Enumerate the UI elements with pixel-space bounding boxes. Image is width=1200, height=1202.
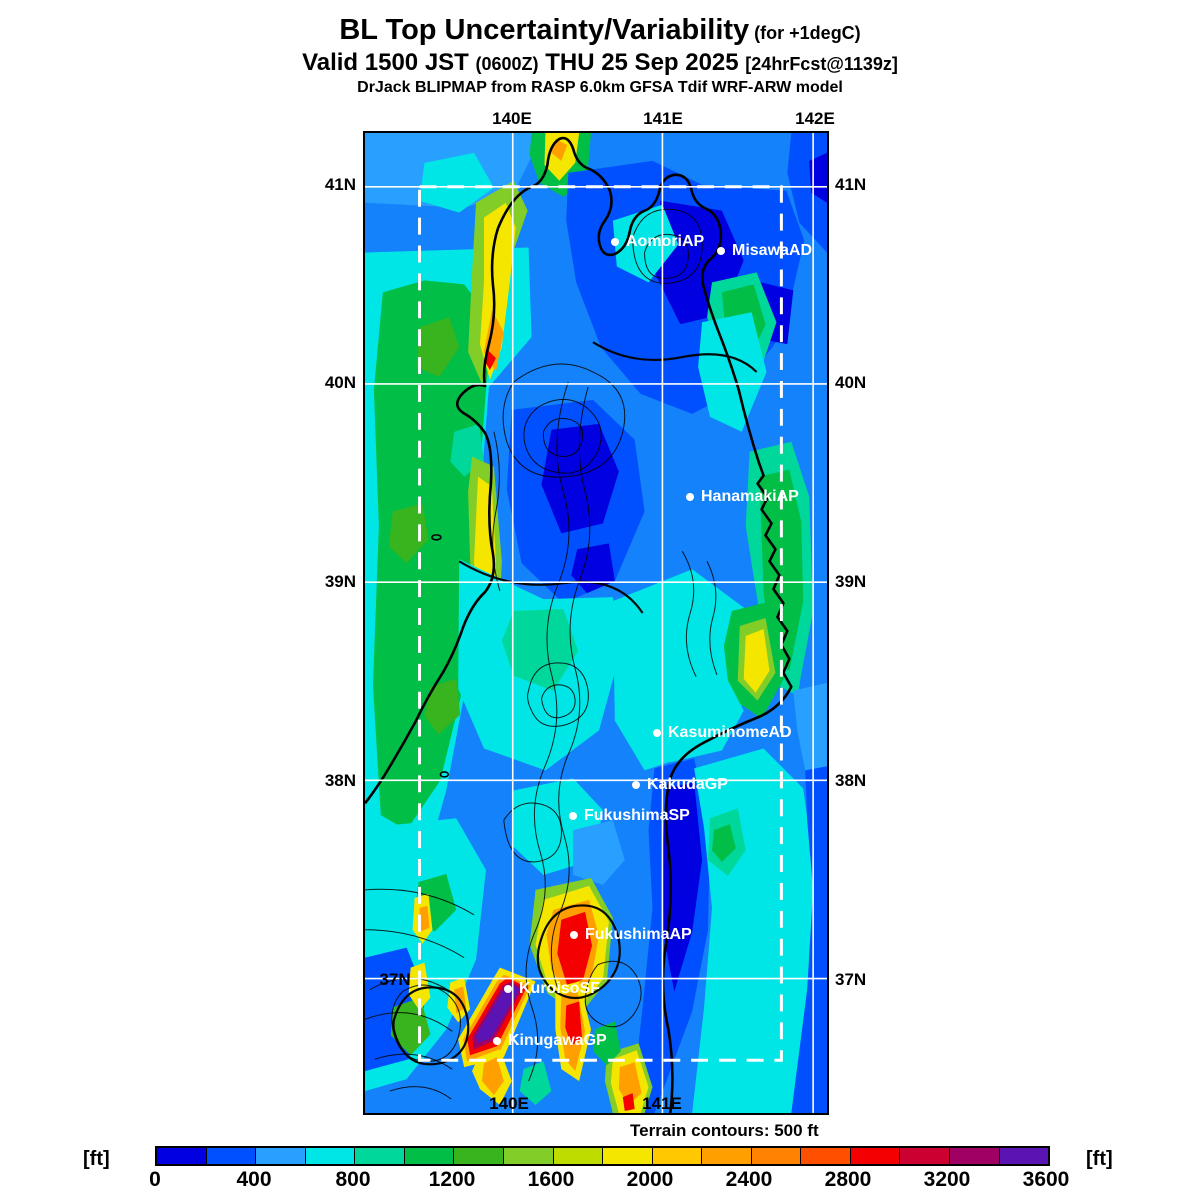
colorbar-segment-9 xyxy=(602,1148,652,1164)
colorbar-segment-6 xyxy=(453,1148,503,1164)
header: BL Top Uncertainty/Variability (for +1de… xyxy=(0,14,1200,97)
lat-left-41N: 41N xyxy=(324,175,356,194)
colorbar-tick-800: 800 xyxy=(335,1168,371,1191)
colorbar-tick-2800: 2800 xyxy=(824,1168,872,1191)
colorbar-segment-16 xyxy=(949,1148,999,1164)
lon-top-141E: 141E xyxy=(643,109,683,128)
colorbar-segment-11 xyxy=(701,1148,751,1164)
lat-right-39N: 39N xyxy=(835,572,867,591)
colorbar-segment-8 xyxy=(552,1148,603,1164)
colorbar xyxy=(155,1146,1050,1166)
colorbar-ticks: 0 400 800 1200 1600 2000 2400 2800 3200 3600 xyxy=(149,1168,1069,1192)
colorbar-segment-15 xyxy=(899,1148,949,1164)
model-line: DrJack BLIPMAP from RASP 6.0km GFSA Tdif… xyxy=(357,79,843,96)
lat-right-40N: 40N xyxy=(835,373,867,392)
colorbar-tick-2000: 2000 xyxy=(626,1168,674,1191)
model-domain-box xyxy=(418,185,783,1062)
colorbar-tick-2400: 2400 xyxy=(725,1168,773,1191)
colorbar-tick-400: 400 xyxy=(236,1168,272,1191)
colorbar-segment-0 xyxy=(157,1148,206,1164)
valid-date: THU 25 Sep 2025 xyxy=(538,49,746,76)
colorbar-segment-1 xyxy=(205,1148,256,1164)
valid-utc: (0600Z) xyxy=(475,54,539,74)
colorbar-segment-5 xyxy=(403,1148,454,1164)
colorbar-segment-7 xyxy=(502,1148,553,1164)
colorbar-segment-17 xyxy=(998,1148,1049,1164)
lat-right-38N: 38N xyxy=(835,771,867,790)
colorbar-segment-3 xyxy=(304,1148,355,1164)
lat-left-39N: 39N xyxy=(324,572,356,591)
colorbar-segment-13 xyxy=(800,1148,850,1164)
colorbar-segment-4 xyxy=(354,1148,404,1164)
blipmap-map: AomoriAP MisawaAD HanamakiAP KasuminomeAD Ka… xyxy=(363,131,829,1115)
lon-top-140E: 140E xyxy=(492,109,532,128)
colorbar-tick-0: 0 xyxy=(149,1168,161,1191)
map-canvas xyxy=(365,133,827,1113)
colorbar-tick-1600: 1600 xyxy=(527,1168,575,1191)
lon-bottom-140E: 140E xyxy=(489,1094,529,1113)
lat-left-38N: 38N xyxy=(324,771,356,790)
colorbar-unit-left: [ft] xyxy=(83,1148,110,1170)
valid-fcst: [24hrFcst@1139z] xyxy=(745,54,898,74)
colorbar-segment-10 xyxy=(651,1148,702,1164)
lon-top-142E: 142E xyxy=(795,109,835,128)
colorbar-tick-3200: 3200 xyxy=(923,1168,971,1191)
lat-left-40N: 40N xyxy=(324,373,356,392)
lat-right-37N: 37N xyxy=(835,970,867,989)
valid-line: Valid 1500 JST (0600Z) THU 25 Sep 2025 [… xyxy=(0,49,1200,77)
title-main: BL Top Uncertainty/Variability xyxy=(339,14,750,46)
colorbar-tick-1200: 1200 xyxy=(428,1168,476,1191)
page-title: BL Top Uncertainty/Variability (for +1de… xyxy=(0,14,1200,47)
lat-right-41N: 41N xyxy=(835,175,867,194)
colorbar-unit-right: [ft] xyxy=(1086,1148,1113,1170)
lon-bottom-141E: 141E xyxy=(642,1094,682,1113)
title-suffix: (for +1degC) xyxy=(749,23,861,43)
colorbar-tick-3600: 3600 xyxy=(1022,1168,1070,1191)
lat-inside-37N: 37N xyxy=(379,970,411,989)
colorbar-segment-14 xyxy=(849,1148,900,1164)
terrain-contours-note: Terrain contours: 500 ft xyxy=(630,1121,819,1140)
valid-prefix: Valid 1500 JST xyxy=(302,49,476,76)
colorbar-segment-12 xyxy=(750,1148,801,1164)
colorbar-segment-2 xyxy=(255,1148,305,1164)
